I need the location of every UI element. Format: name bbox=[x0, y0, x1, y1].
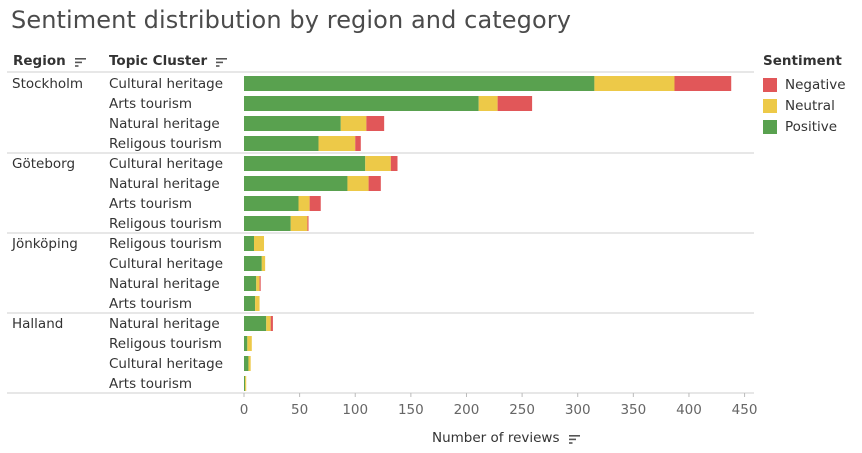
x-tick-label: 350 bbox=[620, 402, 646, 418]
region-header-label: Region bbox=[13, 53, 66, 69]
bar-segment-negative bbox=[366, 116, 385, 131]
bar-segment-positive bbox=[244, 76, 595, 91]
region-label-g-teborg: Göteborg bbox=[12, 156, 75, 172]
x-tick-label: 250 bbox=[509, 402, 535, 418]
bar-segment-neutral bbox=[318, 136, 356, 151]
region-column-header[interactable]: Region bbox=[13, 53, 86, 69]
bar-segment-positive bbox=[244, 196, 299, 211]
region-label-j-nk-ping: Jönköping bbox=[11, 236, 78, 252]
bar-segment-negative bbox=[309, 196, 321, 211]
legend-title: Sentiment bbox=[763, 53, 842, 69]
bar-segment-negative bbox=[355, 136, 361, 151]
bar-segment-negative bbox=[674, 76, 732, 91]
bar-segment-neutral bbox=[247, 336, 252, 351]
bar-segment-neutral bbox=[478, 96, 498, 111]
bar-segment-neutral bbox=[248, 356, 251, 371]
bar-segment-positive bbox=[244, 316, 267, 331]
bar-segment-neutral bbox=[245, 376, 247, 391]
bar-segment-negative bbox=[307, 216, 309, 231]
bar-segment-positive bbox=[244, 116, 341, 131]
legend-label-positive: Positive bbox=[785, 118, 838, 135]
bar-segment-negative bbox=[368, 176, 381, 191]
region-label-halland: Halland bbox=[12, 316, 63, 332]
bar-segment-negative bbox=[270, 316, 273, 331]
bar-segment-neutral bbox=[298, 196, 310, 211]
category-label: Cultural heritage bbox=[109, 256, 223, 272]
category-label: Natural heritage bbox=[109, 276, 220, 292]
x-tick-label: 150 bbox=[398, 402, 424, 418]
x-tick-label: 400 bbox=[676, 402, 702, 418]
legend-label-neutral: Neutral bbox=[785, 97, 835, 114]
sort-icon[interactable] bbox=[216, 57, 228, 67]
bar-segment-positive bbox=[244, 156, 366, 171]
category-label: Religous tourism bbox=[109, 216, 222, 232]
bar-segment-positive bbox=[244, 236, 255, 251]
category-label: Natural heritage bbox=[109, 316, 220, 332]
category-label: Natural heritage bbox=[109, 176, 220, 192]
category-label: Arts tourism bbox=[109, 96, 192, 112]
legend-item-positive[interactable]: Positive bbox=[763, 116, 846, 137]
bar-segment-positive bbox=[244, 356, 249, 371]
x-axis-label: Number of reviews bbox=[432, 430, 560, 446]
bar-segment-positive bbox=[244, 276, 257, 291]
legend-swatch-negative bbox=[763, 77, 777, 92]
legend-swatch-neutral bbox=[763, 98, 777, 113]
x-axis-title[interactable]: Number of reviews bbox=[432, 430, 580, 446]
bar-segment-neutral bbox=[340, 116, 367, 131]
category-label: Cultural heritage bbox=[109, 76, 223, 92]
bar-segment-neutral bbox=[365, 156, 391, 171]
x-tick-label: 200 bbox=[454, 402, 480, 418]
region-label-stockholm: Stockholm bbox=[12, 76, 83, 92]
bar-segment-neutral bbox=[255, 296, 260, 311]
topic-column-header[interactable]: Topic Cluster bbox=[109, 53, 228, 69]
category-label: Cultural heritage bbox=[109, 156, 223, 172]
bar-segment-neutral bbox=[266, 316, 271, 331]
bar-segment-positive bbox=[244, 336, 248, 351]
bar-segment-positive bbox=[244, 216, 291, 231]
bar-segment-neutral bbox=[261, 256, 266, 271]
chart-title: Sentiment distribution by region and cat… bbox=[11, 6, 572, 34]
sort-icon[interactable] bbox=[568, 434, 580, 444]
category-label: Religous tourism bbox=[109, 236, 222, 252]
legend-label-negative: Negative bbox=[785, 76, 846, 93]
bar-segment-neutral bbox=[290, 216, 308, 231]
x-tick-label: 450 bbox=[732, 402, 758, 418]
bar-segment-neutral bbox=[594, 76, 675, 91]
legend-item-negative[interactable]: Negative bbox=[763, 74, 846, 95]
category-label: Arts tourism bbox=[109, 196, 192, 212]
bar-segment-positive bbox=[244, 96, 479, 111]
category-label: Religous tourism bbox=[109, 336, 222, 352]
x-tick-label: 0 bbox=[240, 402, 249, 418]
category-label: Cultural heritage bbox=[109, 356, 223, 372]
category-label: Natural heritage bbox=[109, 116, 220, 132]
bar-segment-positive bbox=[244, 136, 319, 151]
sort-icon[interactable] bbox=[74, 57, 86, 67]
bar-segment-neutral bbox=[256, 276, 260, 291]
topic-header-label: Topic Cluster bbox=[109, 53, 208, 69]
category-label: Religous tourism bbox=[109, 136, 222, 152]
bar-segment-neutral bbox=[254, 236, 265, 251]
category-label: Arts tourism bbox=[109, 376, 192, 392]
legend-swatch-positive bbox=[763, 119, 777, 134]
bar-segment-negative bbox=[497, 96, 533, 111]
x-tick-label: 100 bbox=[342, 402, 368, 418]
bar-segment-negative bbox=[259, 276, 261, 291]
x-tick-label: 50 bbox=[291, 402, 308, 418]
legend: Sentiment Negative Neutral Positive bbox=[763, 53, 846, 137]
bar-segment-neutral bbox=[347, 176, 369, 191]
bar-segment-positive bbox=[244, 176, 348, 191]
bar-segment-negative bbox=[390, 156, 398, 171]
bar-segment-positive bbox=[244, 256, 262, 271]
legend-item-neutral[interactable]: Neutral bbox=[763, 95, 846, 116]
x-tick-label: 300 bbox=[565, 402, 591, 418]
category-label: Arts tourism bbox=[109, 296, 192, 312]
bar-segment-positive bbox=[244, 376, 246, 391]
bar-segment-positive bbox=[244, 296, 256, 311]
